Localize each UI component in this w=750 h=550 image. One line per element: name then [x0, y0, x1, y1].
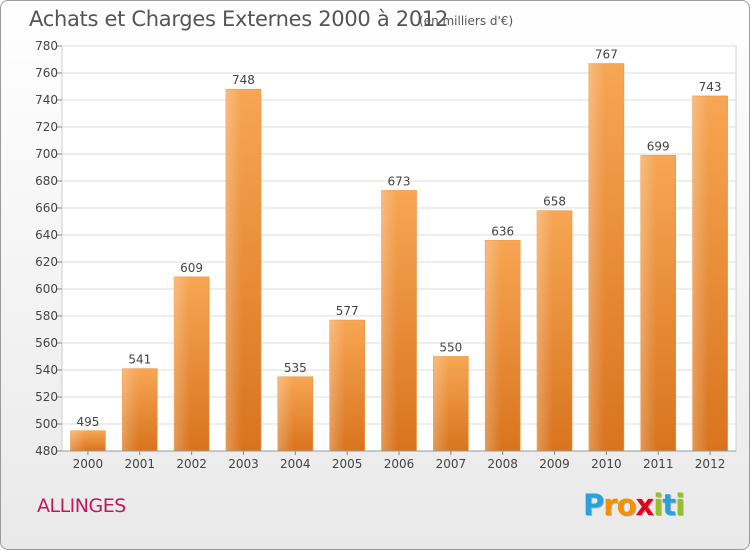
data-label: 495: [76, 415, 99, 429]
data-label: 673: [388, 174, 411, 188]
bar-highlight: [433, 356, 450, 451]
data-label: 535: [284, 361, 307, 375]
data-label: 577: [336, 304, 359, 318]
bar-highlight: [640, 155, 657, 451]
chart-unit-label: (en milliers d'€): [419, 14, 514, 28]
y-tick-label: 760: [35, 66, 58, 80]
x-tick-label: 2003: [228, 457, 259, 471]
x-tick-label: 2012: [695, 457, 726, 471]
y-tick-label: 620: [35, 255, 58, 269]
y-tick-label: 680: [35, 174, 58, 188]
y-tick-label: 500: [35, 417, 58, 431]
y-tick-label: 660: [35, 201, 58, 215]
logo-letter: o: [616, 488, 637, 522]
x-tick-label: 2005: [332, 457, 363, 471]
data-label: 748: [232, 73, 255, 87]
bar-highlight: [329, 320, 346, 451]
data-labels: 495 541 609 748 535 577 673 550 636 658 767 699 743: [76, 48, 721, 429]
bar-highlight: [225, 89, 242, 451]
y-tick-label: 540: [35, 363, 58, 377]
x-tick-label: 2011: [643, 457, 674, 471]
logo-letter: x: [635, 488, 655, 522]
y-tick-label: 700: [35, 147, 58, 161]
y-tick-label: 600: [35, 282, 58, 296]
bar-highlight: [485, 240, 501, 451]
data-label: 743: [699, 80, 722, 94]
bar-highlight: [692, 95, 709, 451]
y-axis-ticks: 480 500 520 540 560 580 600 620 640 660 680 700 720 7…: [35, 39, 62, 458]
commune-name: ALLINGES: [37, 495, 126, 517]
x-tick-label: 2002: [176, 457, 207, 471]
x-tick-label: 2010: [591, 457, 622, 471]
y-tick-label: 560: [35, 336, 58, 350]
logo-letter: r: [603, 488, 617, 522]
y-tick-label: 720: [35, 120, 58, 134]
x-tick-label: 2006: [384, 457, 415, 471]
bar-highlight: [277, 376, 294, 451]
proxiti-logo: Proxiti: [583, 488, 685, 522]
x-tick-label: 2007: [436, 457, 467, 471]
y-tick-label: 780: [35, 39, 58, 53]
logo-letter: t: [662, 488, 676, 522]
bar-highlight: [70, 430, 87, 451]
x-tick-label: 2008: [487, 457, 518, 471]
data-label: 658: [543, 195, 566, 209]
data-label: 541: [128, 353, 151, 367]
data-label: 550: [439, 341, 462, 355]
x-tick-label: 2009: [539, 457, 570, 471]
x-tick-label: 2004: [280, 457, 311, 471]
logo-letter: P: [583, 488, 604, 522]
y-tick-label: 580: [35, 309, 58, 323]
bar-highlight: [174, 276, 190, 451]
bar-highlight: [588, 63, 605, 452]
data-label: 767: [595, 48, 618, 62]
x-tick-label: 2001: [124, 457, 155, 471]
data-label: 636: [491, 224, 514, 238]
chart-title: Achats et Charges Externes 2000 à 2012: [29, 7, 449, 31]
x-axis-ticks: 2000 2001 2002 2003 2004 2005 2006 2007 2008 2009…: [62, 450, 736, 471]
data-label: 699: [647, 139, 670, 153]
bar-highlight: [537, 210, 553, 451]
bars: [70, 63, 728, 452]
bar-highlight: [381, 190, 398, 451]
logo-letter: i: [675, 488, 685, 522]
y-tick-label: 520: [35, 390, 58, 404]
logo-letter: i: [653, 488, 663, 522]
y-tick-label: 640: [35, 228, 58, 242]
y-tick-label: 740: [35, 93, 58, 107]
x-tick-label: 2000: [73, 457, 104, 471]
y-tick-label: 480: [35, 444, 58, 458]
data-label: 609: [180, 261, 203, 275]
bar-highlight: [122, 368, 139, 451]
